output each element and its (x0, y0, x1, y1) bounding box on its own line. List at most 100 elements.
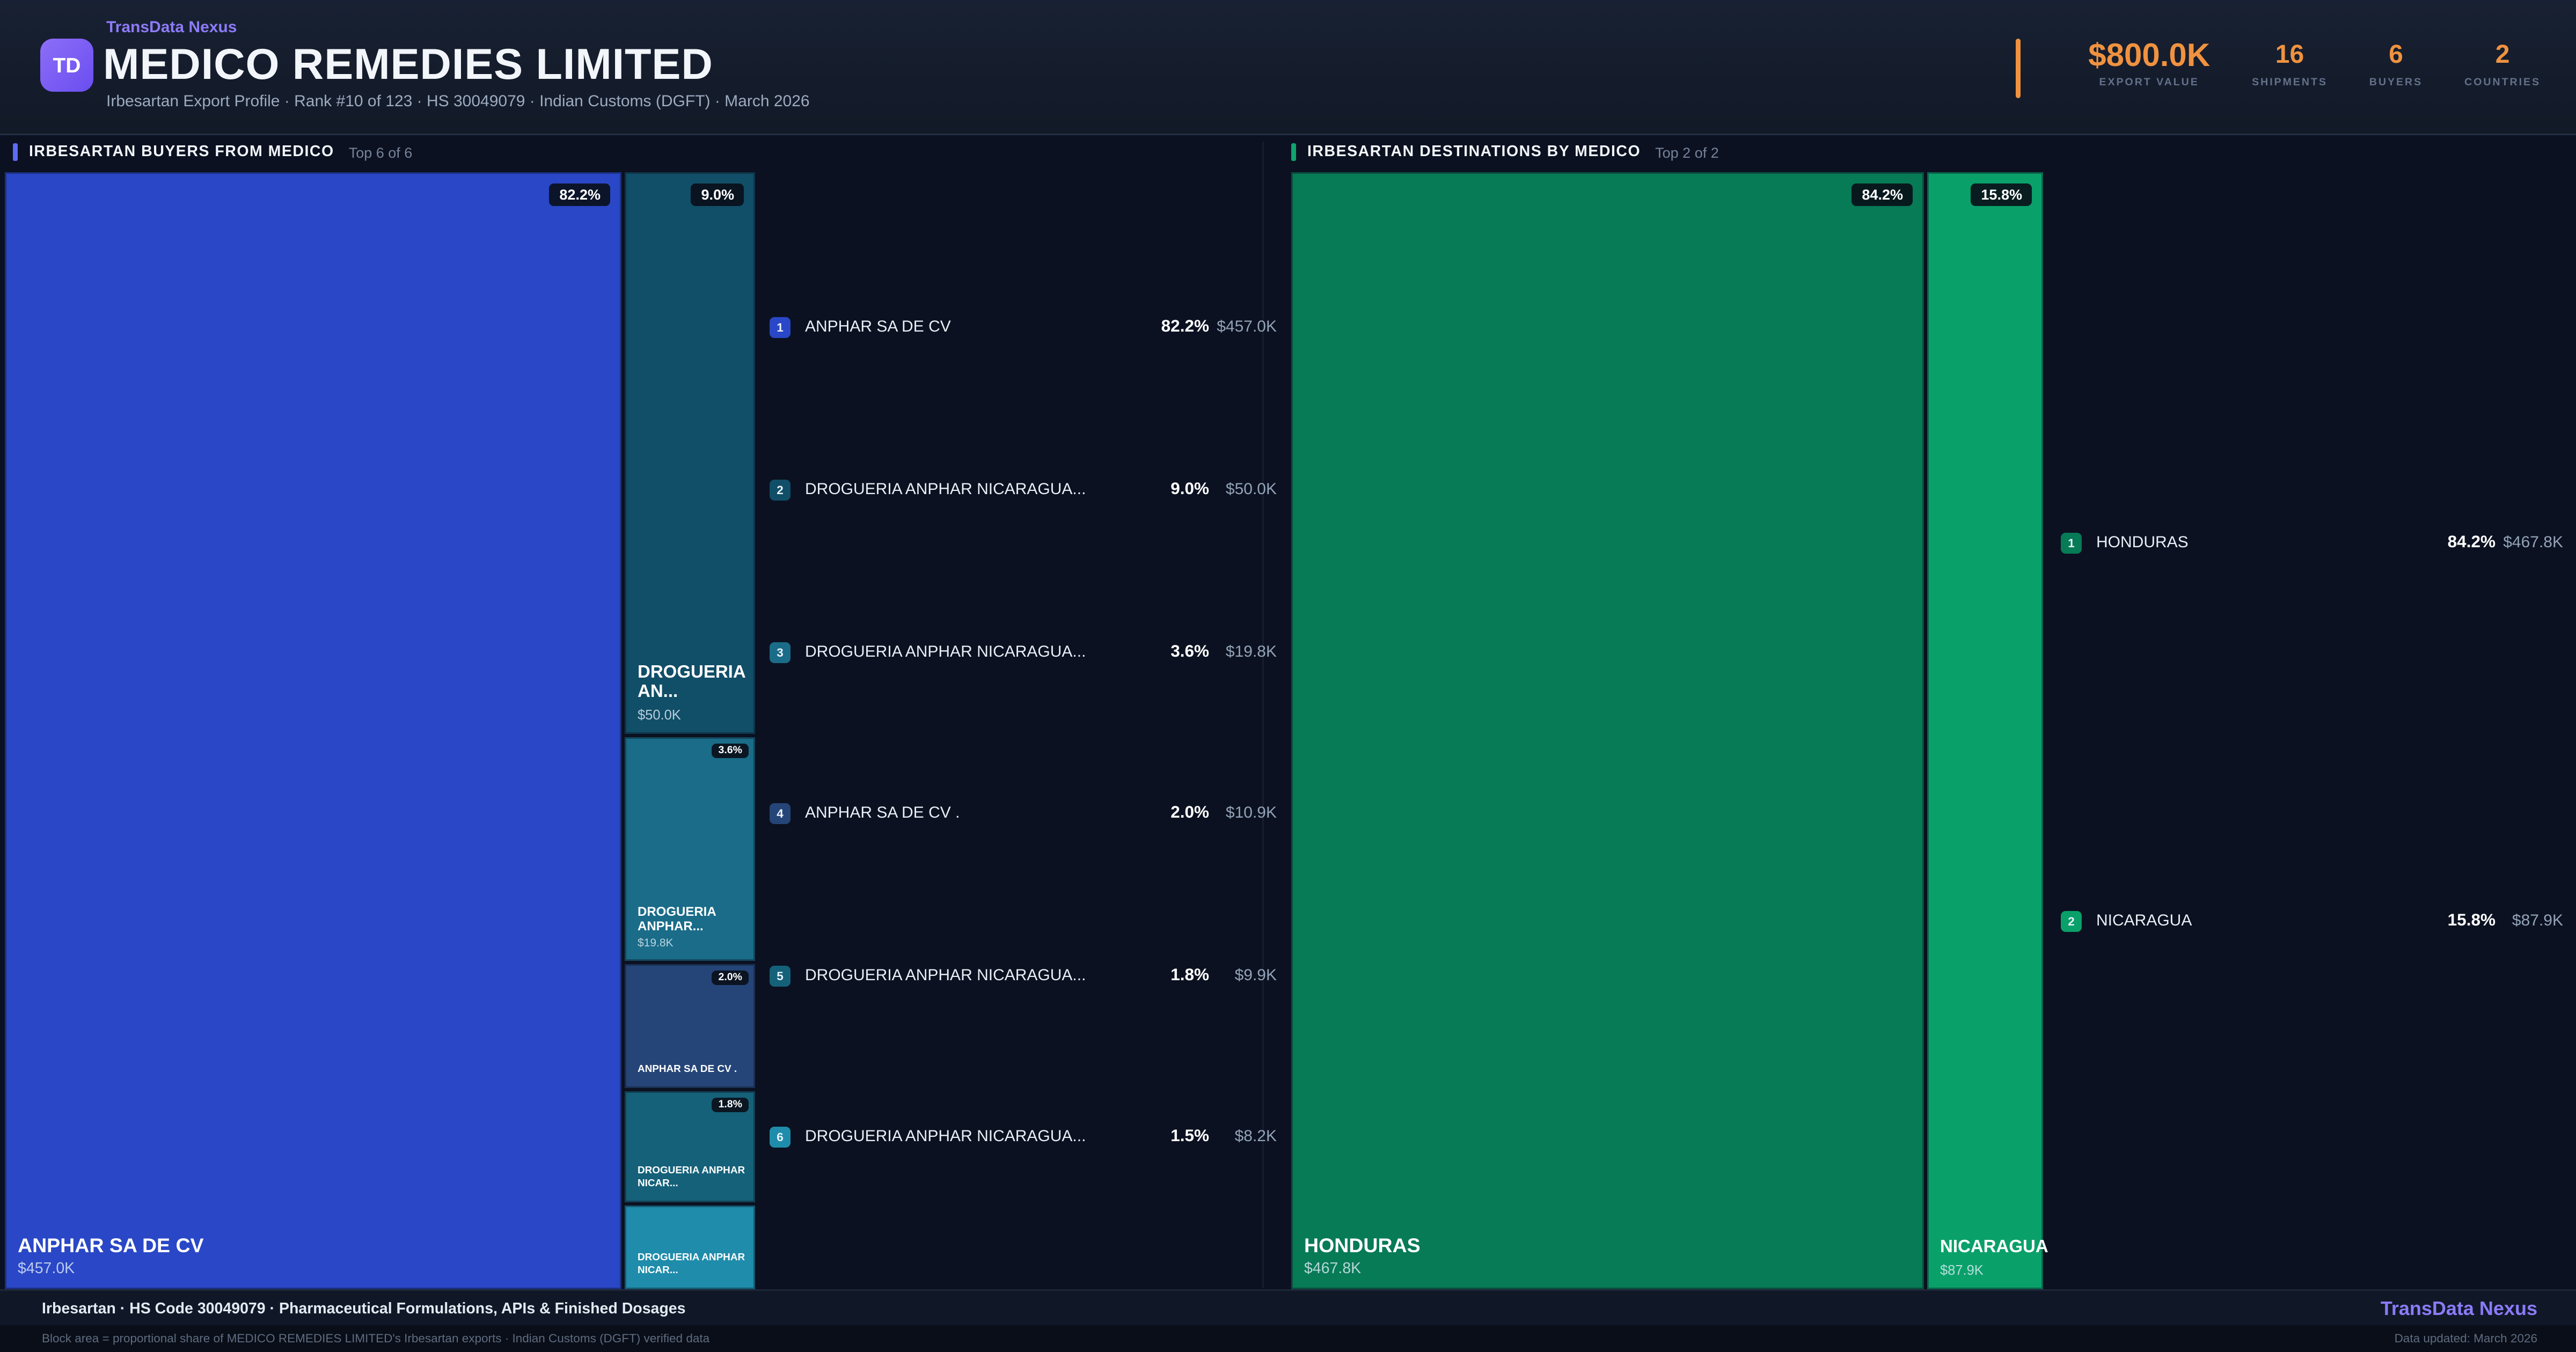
block-name: NICARAGUA (1940, 1238, 2048, 1258)
legend-value: $9.9K (1234, 966, 1277, 984)
legend-pct: 3.6% (1170, 642, 1209, 662)
legend-row-buyer-6[interactable]: 6 DROGUERIA ANPHAR NICARAGUA... 1.5% $8.… (770, 1125, 1277, 1148)
destinations-panel-title: IRBESARTAN DESTINATIONS BY MEDICO (1307, 143, 1641, 161)
buyers-panel-header: IRBESARTAN BUYERS FROM MEDICO Top 6 of 6 (13, 142, 412, 163)
stat-buyers-number: 6 (2389, 42, 2403, 69)
stat-buyers: 6 BUYERS (2369, 39, 2423, 89)
legend-row-buyer-5[interactable]: 5 DROGUERIA ANPHAR NICARAGUA... 1.8% $9.… (770, 964, 1277, 987)
block-name: DROGUERIA ANPHAR... (638, 904, 716, 935)
treemap-block-destination-1[interactable]: 84.2% HONDURAS $467.8K (1291, 172, 1924, 1289)
block-pct-badge: 2.0% (712, 971, 749, 985)
block-value: $467.8K (1304, 1260, 1362, 1278)
legend-name: HONDURAS (2096, 533, 2189, 552)
block-name: ANPHAR SA DE CV (18, 1235, 204, 1257)
stat-shipments: 16 SHIPMENTS (2252, 39, 2328, 89)
destinations-treemap: 84.2% HONDURAS $467.8K 15.8% NICARAGUA $… (1291, 172, 2048, 1289)
legend-name: ANPHAR SA DE CV . (805, 804, 960, 822)
brand-logo: TD (40, 39, 93, 92)
header: TD TransData Nexus MEDICO REMEDIES LIMIT… (0, 0, 2576, 135)
stats-accent-bar (2016, 39, 2021, 98)
treemap-block-buyer-4[interactable]: 2.0% ANPHAR SA DE CV . (625, 964, 755, 1088)
legend-row-buyer-1[interactable]: 1 ANPHAR SA DE CV 82.2% $457.0K (770, 315, 1277, 338)
legend-rank-chip: 2 (2061, 910, 2082, 931)
treemap-block-buyer-3[interactable]: 3.6% DROGUERIA ANPHAR... $19.8K (625, 737, 755, 961)
legend-value: $19.8K (1225, 643, 1277, 661)
treemap-block-buyer-6[interactable]: DROGUERIA ANPHAR NICAR... (625, 1206, 755, 1289)
legend-value: $50.0K (1225, 480, 1277, 498)
buyers-panel-top-label: Top 6 of 6 (348, 144, 413, 160)
stat-export-value-label: EXPORT VALUE (2099, 77, 2199, 89)
stat-countries-number: 2 (2495, 42, 2510, 69)
legend-pct: 82.2% (1161, 317, 1209, 336)
stat-countries-label: COUNTRIES (2464, 77, 2541, 89)
legend-rank-chip: 4 (770, 802, 791, 824)
legend-rank-chip: 1 (770, 316, 791, 337)
footer: Irbesartan · HS Code 30049079 · Pharmace… (0, 1289, 2576, 1352)
legend-name: DROGUERIA ANPHAR NICARAGUA... (805, 1127, 1086, 1145)
legend-row-buyer-4[interactable]: 4 ANPHAR SA DE CV . 2.0% $10.9K (770, 802, 1277, 824)
stat-shipments-number: 16 (2275, 42, 2304, 69)
buyers-accent-bar (13, 143, 18, 161)
legend-value: $8.2K (1234, 1127, 1277, 1145)
block-label: HONDURAS $467.8K (1304, 1235, 1916, 1278)
treemap-block-buyer-1[interactable]: 82.2% ANPHAR SA DE CV $457.0K (5, 172, 621, 1289)
legend-name: DROGUERIA ANPHAR NICARAGUA... (805, 966, 1086, 984)
legend-rank-chip: 2 (770, 479, 791, 500)
page-title: MEDICO REMEDIES LIMITED (103, 40, 713, 89)
treemap-block-buyer-2[interactable]: 9.0% DROGUERIA AN... $50.0K (625, 172, 755, 734)
block-name: HONDURAS (1304, 1235, 1421, 1257)
block-label: DROGUERIA AN... $50.0K (638, 663, 747, 723)
treemap-block-destination-2[interactable]: 15.8% NICARAGUA $87.9K (1927, 172, 2048, 1289)
treemap-block-buyer-5[interactable]: 1.8% DROGUERIA ANPHAR NICAR... (625, 1091, 755, 1202)
legend-pct: 1.8% (1170, 966, 1209, 985)
destinations-panel-top-label: Top 2 of 2 (1655, 144, 1719, 160)
legend-value: $467.8K (2503, 533, 2563, 552)
page-subtitle: Irbesartan Export Profile · Rank #10 of … (106, 93, 810, 111)
block-label: ANPHAR SA DE CV $457.0K (18, 1235, 613, 1278)
legend-pct: 1.5% (1170, 1127, 1209, 1146)
buyers-treemap: 82.2% ANPHAR SA DE CV $457.0K 9.0% DROGU… (5, 172, 755, 1289)
block-pct-badge: 82.2% (550, 183, 610, 206)
stat-shipments-label: SHIPMENTS (2252, 77, 2328, 89)
block-value: $457.0K (18, 1260, 75, 1278)
brand-name: TransData Nexus (106, 19, 237, 37)
legend-row-buyer-3[interactable]: 3 DROGUERIA ANPHAR NICARAGUA... 3.6% $19… (770, 641, 1277, 663)
buyers-panel-title: IRBESARTAN BUYERS FROM MEDICO (29, 143, 334, 161)
block-value: $87.9K (1940, 1262, 1984, 1278)
header-stats: $800.0K EXPORT VALUE 16 SHIPMENTS 6 BUYE… (2016, 39, 2541, 98)
legend-value: $10.9K (1225, 804, 1277, 822)
block-pct-badge: 15.8% (1971, 183, 2032, 206)
legend-row-destination-1[interactable]: 1 HONDURAS 84.2% $467.8K (2061, 531, 2563, 554)
block-value: $50.0K (638, 707, 681, 723)
block-pct-badge: 9.0% (691, 183, 744, 206)
legend-row-buyer-2[interactable]: 2 DROGUERIA ANPHAR NICARAGUA... 9.0% $50… (770, 478, 1277, 501)
legend-pct: 2.0% (1170, 803, 1209, 822)
legend-row-destination-2[interactable]: 2 NICARAGUA 15.8% $87.9K (2061, 909, 2563, 932)
stat-buyers-label: BUYERS (2369, 77, 2423, 89)
legend-pct: 9.0% (1170, 480, 1209, 499)
legend-rank-chip: 3 (770, 641, 791, 663)
legend-name: ANPHAR SA DE CV (805, 318, 951, 336)
footer-methodology-line: Block area = proportional share of MEDIC… (42, 1331, 710, 1346)
block-label: DROGUERIA ANPHAR... $19.8K (638, 904, 747, 950)
block-pct-badge: 3.6% (712, 744, 749, 758)
block-label: DROGUERIA ANPHAR NICAR... (638, 1166, 747, 1191)
block-value: $19.8K (638, 938, 674, 950)
legend-rank-chip: 1 (2061, 532, 2082, 553)
block-label: NICARAGUA $87.9K (1940, 1238, 2048, 1278)
block-label: DROGUERIA ANPHAR NICAR... (638, 1253, 747, 1278)
block-name: DROGUERIA ANPHAR NICAR... (638, 1165, 745, 1190)
legend-pct: 15.8% (2447, 911, 2496, 930)
legend-name: DROGUERIA ANPHAR NICARAGUA... (805, 480, 1086, 498)
legend-pct: 84.2% (2447, 533, 2496, 552)
destinations-accent-bar (1291, 143, 1296, 161)
panel-divider (1262, 142, 1264, 1288)
legend-rank-chip: 5 (770, 965, 791, 986)
block-pct-badge: 1.8% (712, 1098, 749, 1112)
stat-export-value-number: $800.0K (2088, 39, 2211, 74)
legend-rank-chip: 6 (770, 1126, 791, 1147)
block-label: ANPHAR SA DE CV . (638, 1064, 747, 1077)
block-pct-badge: 84.2% (1852, 183, 1913, 206)
footer-brand: TransData Nexus (2380, 1297, 2537, 1320)
